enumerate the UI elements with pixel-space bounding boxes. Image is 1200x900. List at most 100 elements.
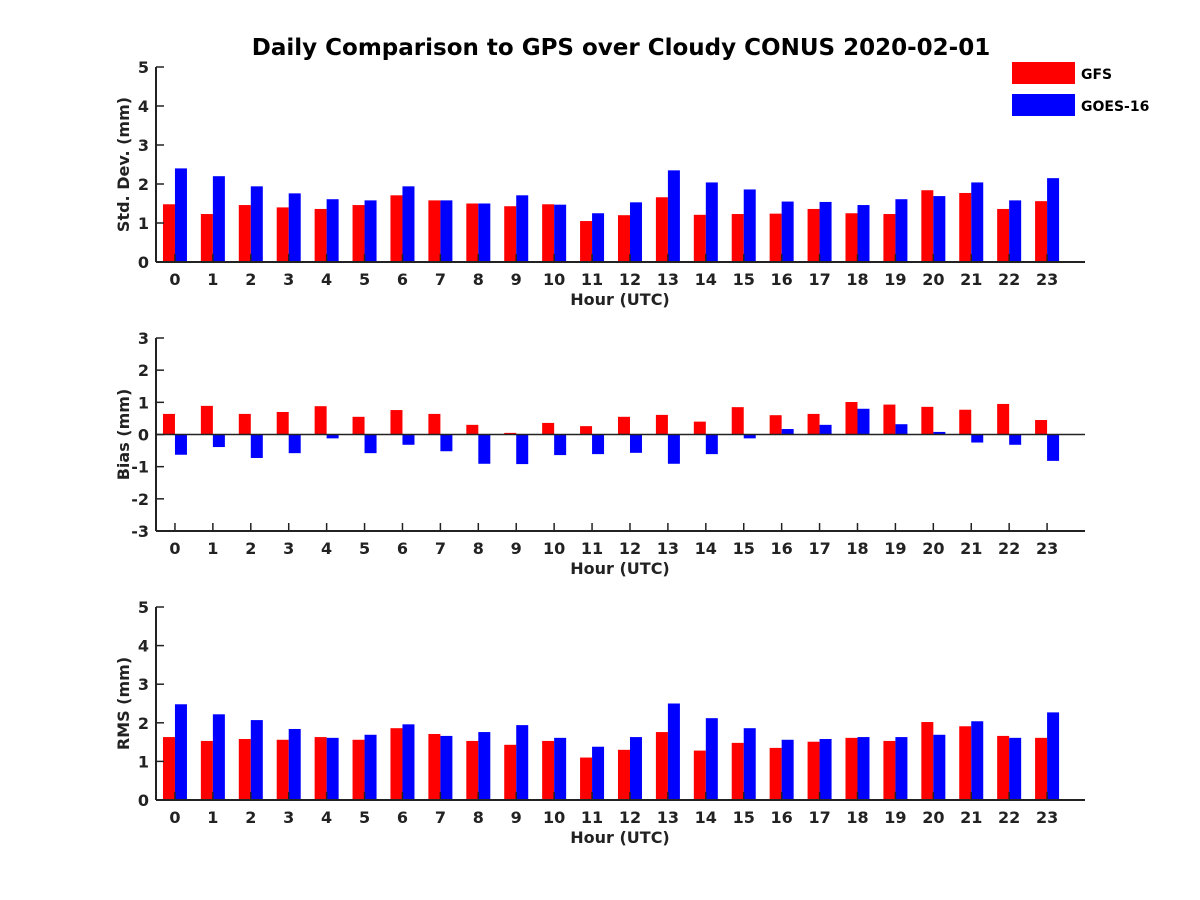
x-tick-label: 2 (245, 270, 256, 289)
bar-gfs-23 (1035, 201, 1048, 262)
legend-swatch-goes-16 (1012, 94, 1075, 116)
x-tick-label: 7 (435, 270, 446, 289)
x-tick-label: 6 (397, 539, 408, 558)
y-tick-label: 2 (138, 714, 149, 733)
x-tick-label: 18 (846, 808, 868, 827)
bar-gfs-17 (807, 413, 820, 435)
bar-gfs-3 (276, 739, 289, 800)
bar-goes-16-23 (1047, 434, 1060, 461)
bar-gfs-8 (466, 740, 479, 800)
x-tick-label: 3 (283, 808, 294, 827)
bar-goes-16-15 (743, 189, 756, 262)
bar-gfs-1 (200, 740, 213, 800)
bar-goes-16-5 (364, 434, 377, 454)
x-tick-label: 1 (207, 270, 218, 289)
x-axis-label: Hour (UTC) (570, 290, 670, 309)
bar-goes-16-8 (478, 732, 491, 800)
x-tick-label: 13 (657, 270, 679, 289)
bar-gfs-10 (542, 422, 555, 435)
x-tick-label: 21 (960, 539, 982, 558)
y-axis-label: Std. Dev. (mm) (114, 97, 133, 232)
x-tick-label: 22 (998, 808, 1020, 827)
bar-gfs-9 (504, 432, 517, 435)
bar-gfs-16 (769, 747, 782, 800)
bar-gfs-14 (693, 750, 706, 800)
bar-gfs-6 (390, 410, 403, 435)
y-tick-label: 0 (138, 253, 149, 272)
y-tick-label: -1 (131, 458, 149, 477)
bar-gfs-2 (238, 413, 251, 435)
y-tick-label: 4 (138, 637, 149, 656)
x-tick-label: 15 (733, 270, 755, 289)
bar-goes-16-1 (212, 714, 225, 800)
chart-title: Daily Comparison to GPS over Cloudy CONU… (252, 35, 990, 61)
bar-goes-16-17 (819, 201, 832, 262)
bar-gfs-4 (314, 406, 327, 435)
bar-gfs-23 (1035, 420, 1048, 435)
x-tick-label: 11 (581, 270, 603, 289)
bar-goes-16-11 (592, 434, 605, 455)
x-tick-label: 4 (321, 270, 332, 289)
x-tick-label: 19 (884, 539, 906, 558)
bar-goes-16-10 (554, 204, 567, 262)
bar-gfs-18 (845, 213, 858, 262)
bar-gfs-4 (314, 737, 327, 800)
bar-goes-16-15 (743, 434, 756, 439)
bar-gfs-15 (731, 214, 744, 262)
x-tick-label: 4 (321, 808, 332, 827)
x-axis-label: Hour (UTC) (570, 559, 670, 578)
bar-goes-16-3 (288, 193, 301, 262)
x-tick-label: 14 (695, 808, 717, 827)
bar-goes-16-9 (516, 195, 529, 262)
bar-gfs-11 (580, 757, 593, 800)
y-tick-label: 0 (138, 426, 149, 445)
bar-gfs-17 (807, 208, 820, 262)
bar-goes-16-21 (971, 182, 984, 262)
bar-gfs-4 (314, 208, 327, 262)
bar-goes-16-8 (478, 434, 491, 464)
bar-gfs-10 (542, 740, 555, 800)
y-tick-label: 3 (138, 136, 149, 155)
bar-goes-16-13 (667, 703, 680, 800)
bar-goes-16-8 (478, 203, 491, 262)
bar-goes-16-10 (554, 434, 567, 456)
bar-gfs-18 (845, 737, 858, 800)
bar-goes-16-6 (402, 186, 415, 262)
x-axis-label: Hour (UTC) (570, 828, 670, 847)
x-tick-label: 5 (359, 270, 370, 289)
x-tick-label: 18 (846, 539, 868, 558)
x-tick-label: 3 (283, 270, 294, 289)
bar-gfs-1 (200, 214, 213, 262)
x-tick-label: 7 (435, 539, 446, 558)
bar-gfs-20 (921, 406, 934, 435)
bar-goes-16-7 (440, 434, 453, 452)
bar-gfs-13 (655, 197, 668, 262)
bar-gfs-15 (731, 742, 744, 800)
x-tick-label: 21 (960, 270, 982, 289)
bar-gfs-12 (617, 749, 630, 800)
x-tick-label: 23 (1036, 539, 1058, 558)
bar-gfs-5 (352, 416, 365, 435)
bar-gfs-19 (883, 740, 896, 800)
bar-gfs-14 (693, 421, 706, 435)
bar-gfs-7 (428, 733, 441, 800)
bar-goes-16-7 (440, 735, 453, 800)
bar-goes-16-19 (895, 199, 908, 262)
bar-goes-16-17 (819, 424, 832, 435)
x-tick-label: 9 (511, 270, 522, 289)
bar-goes-16-0 (174, 704, 187, 800)
bar-gfs-16 (769, 415, 782, 435)
bar-gfs-17 (807, 741, 820, 800)
bar-gfs-18 (845, 402, 858, 435)
bar-gfs-10 (542, 204, 555, 262)
bar-gfs-22 (997, 403, 1010, 435)
bar-goes-16-4 (326, 434, 339, 439)
bar-gfs-15 (731, 407, 744, 435)
y-tick-label: 1 (138, 214, 149, 233)
x-tick-label: 17 (808, 270, 830, 289)
x-tick-label: 8 (473, 270, 484, 289)
x-tick-label: 14 (695, 270, 717, 289)
